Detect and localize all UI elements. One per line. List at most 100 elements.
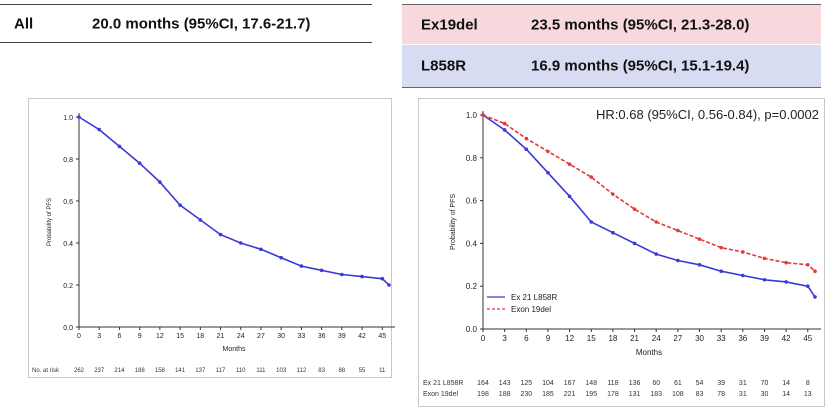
legend-entry: Ex 21 L858R	[511, 293, 557, 302]
risk-value: 158	[155, 368, 166, 374]
risk-value: 103	[276, 368, 287, 374]
x-tick-label: 45	[803, 334, 812, 343]
series-line-1	[482, 114, 816, 272]
censor-point	[97, 127, 102, 132]
censor-point	[654, 252, 659, 256]
legend-entry: Exon 19del	[511, 305, 551, 314]
x-axis-label: Months	[223, 346, 246, 353]
risk-value: 221	[564, 391, 576, 398]
y-tick-label: 0.0	[466, 325, 478, 334]
y-tick-label: 0.6	[466, 197, 478, 206]
y-tick-label: 0.6	[63, 199, 73, 206]
x-tick-label: 21	[630, 334, 639, 343]
y-tick-label: 0.4	[466, 239, 478, 248]
y-tick-label: 0.2	[63, 283, 73, 290]
censor-point	[719, 269, 723, 274]
x-tick-label: 6	[524, 334, 529, 343]
header-l858r-label: L858R	[421, 57, 467, 75]
risk-value: 178	[607, 391, 619, 398]
risk-value: 118	[607, 380, 618, 387]
y-tick-label: 0.2	[466, 282, 478, 291]
chart-panel-mutation: 0.0 0.2 0.4 0.6 0.8 1.0 0 3 6 9 12 15 18 21 24 27 30 33 36…	[418, 98, 825, 407]
risk-value: 164	[477, 380, 489, 387]
risk-row-label: No. at risk	[32, 368, 60, 374]
censor-point	[360, 274, 364, 279]
censor-point	[741, 273, 745, 278]
censor-point	[697, 263, 702, 267]
x-tick-label: 12	[565, 334, 574, 343]
censor-point	[741, 250, 745, 254]
y-tick-label: 0.8	[466, 154, 478, 163]
censor-point	[589, 220, 594, 224]
censor-point	[218, 232, 223, 237]
x-tick-label: 30	[277, 333, 285, 340]
censor-point	[117, 144, 122, 149]
header-ex19del-row: Ex19del 23.5 months (95%CI, 21.3-28.0)	[402, 4, 821, 44]
header-all-value: 20.0 months (95%CI, 17.6-21.7)	[92, 15, 311, 32]
x-tick-label: 45	[378, 333, 386, 340]
censor-point	[654, 220, 659, 224]
censor-point	[813, 295, 817, 299]
x-tick-label: 42	[358, 333, 366, 340]
risk-value: 262	[74, 368, 85, 374]
censor-point	[676, 258, 680, 263]
risk-value: 60	[652, 380, 660, 387]
x-tick-label: 9	[546, 334, 551, 343]
x-tick-label: 33	[717, 334, 726, 343]
header-all-label: All	[14, 15, 34, 32]
x-tick-label: 15	[587, 334, 596, 343]
km-chart-all: 0.00.20.40.60.81.00 3 6 9 12 15 18 21 24 27 30 33 36…	[32, 113, 395, 374]
x-tick-label: 30	[695, 334, 704, 343]
x-tick-label: 27	[257, 333, 265, 340]
risk-value: 30	[761, 391, 769, 398]
x-tick-label: 21	[217, 333, 225, 340]
risk-value: 11	[379, 368, 386, 374]
censor-point	[784, 260, 788, 265]
x-tick-label: 42	[782, 334, 791, 343]
censor-point	[319, 268, 324, 273]
risk-value: 31	[739, 380, 747, 387]
risk-value: 188	[499, 391, 511, 398]
risk-value: 198	[477, 391, 489, 398]
x-tick-label: 0	[481, 334, 486, 343]
risk-value: 167	[564, 380, 576, 387]
risk-value: 55	[359, 368, 366, 374]
censor-point	[567, 162, 572, 167]
risk-value: 83	[696, 391, 704, 398]
risk-value: 13	[804, 391, 812, 398]
censor-point	[805, 263, 810, 267]
censor-point	[259, 247, 263, 252]
risk-value: 112	[297, 368, 307, 374]
x-tick-label: 36	[738, 334, 747, 343]
km-chart-mutation: 0.00.20.40.60.81.00 3 6 9 12 15 18 21 24 27 30 33 36…	[423, 107, 821, 398]
censor-point	[77, 115, 81, 119]
risk-value: 61	[674, 380, 682, 387]
header-ex19del-value: 23.5 months (95%CI, 21.3-28.0)	[531, 16, 750, 33]
risk-value: 195	[585, 391, 597, 398]
header-ex19del-label: Ex19del	[421, 16, 478, 33]
series-line-0	[78, 116, 390, 286]
risk-value: 54	[696, 380, 704, 387]
censor-point	[546, 149, 550, 154]
risk-value: 136	[629, 380, 641, 387]
y-tick-label: 0.8	[63, 157, 73, 164]
risk-value: 214	[114, 368, 125, 374]
x-tick-label: 0	[77, 333, 81, 340]
x-tick-label: 24	[652, 334, 661, 343]
censor-point	[719, 245, 723, 250]
y-axis-label: Probability of PFS	[47, 198, 53, 246]
risk-value: 148	[585, 380, 597, 387]
risk-value: 14	[782, 391, 790, 398]
risk-value: 137	[195, 368, 206, 374]
censor-point	[589, 175, 594, 179]
censor-point	[697, 237, 702, 241]
risk-value: 188	[135, 368, 146, 374]
y-tick-label: 0.0	[63, 325, 73, 332]
risk-value: 78	[717, 391, 725, 398]
x-tick-label: 27	[673, 334, 682, 343]
x-tick-label: 39	[338, 333, 346, 340]
x-tick-label: 33	[297, 333, 305, 340]
x-tick-label: 36	[318, 333, 326, 340]
x-tick-label: 18	[608, 334, 617, 343]
risk-value: 111	[256, 368, 266, 374]
